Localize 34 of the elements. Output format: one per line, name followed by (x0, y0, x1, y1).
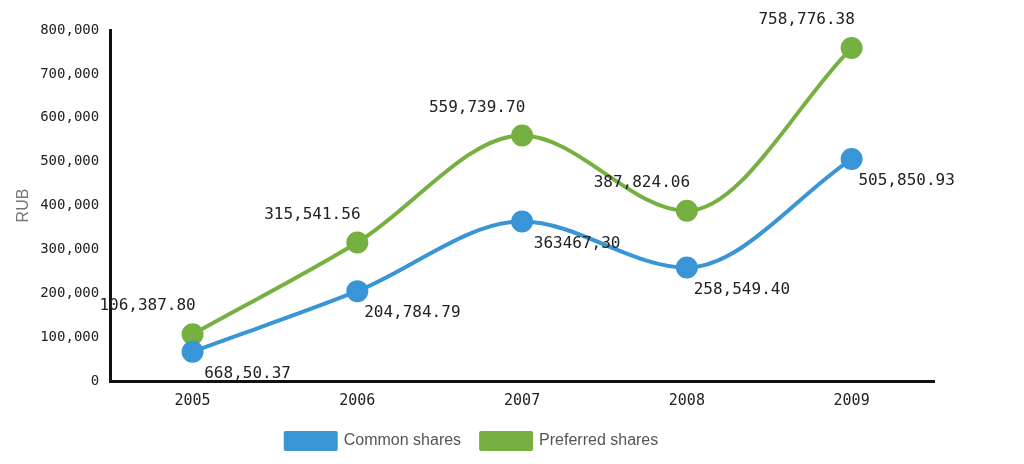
point (346, 231, 369, 254)
y-tick-label: 800,000 (40, 20, 100, 37)
y-axis-title: RUB (14, 188, 32, 223)
x-tick-label: 2008 (668, 390, 705, 409)
y-tick-label: 600,000 (40, 108, 100, 125)
point (675, 199, 698, 222)
x-tick-label: 2007 (504, 390, 541, 409)
y-tick-label: 400,000 (40, 196, 100, 213)
x-tick-label: 2009 (833, 390, 870, 409)
point (181, 323, 204, 346)
data-label: 758,776.38 (758, 9, 855, 29)
data-label: 258,549.40 (693, 278, 791, 298)
data-label: 315,541.56 (264, 203, 361, 223)
point (181, 340, 204, 363)
data-label: 559,739.70 (428, 96, 526, 116)
point (511, 124, 534, 147)
legend-label: Preferred shares (539, 431, 659, 449)
point (346, 280, 369, 303)
y-tick-label: 300,000 (40, 240, 100, 257)
point (675, 256, 698, 279)
y-tick-label: 700,000 (40, 64, 100, 81)
legend-label: Common shares (343, 431, 462, 449)
y-tick-label: 500,000 (40, 152, 100, 169)
data-label: 505,850.93 (858, 170, 955, 190)
x-tick-label: 2006 (339, 390, 376, 409)
y-tick-label: 0 (90, 371, 100, 388)
point (840, 37, 863, 60)
point (511, 210, 534, 233)
x-tick-label: 2005 (174, 390, 211, 409)
data-label: 204,784.79 (364, 302, 461, 322)
y-tick-label: 100,000 (40, 327, 100, 344)
y-tick-label: 200,000 (40, 283, 100, 300)
data-label: 668,50.37 (204, 362, 291, 382)
point (840, 148, 863, 171)
